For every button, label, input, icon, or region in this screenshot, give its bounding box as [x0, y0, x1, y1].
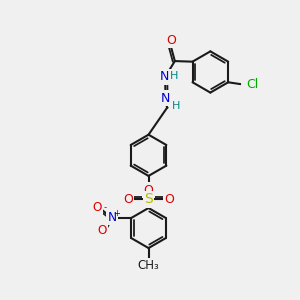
Text: O: O: [164, 193, 174, 206]
Text: O: O: [123, 193, 133, 206]
Text: N: N: [107, 211, 117, 224]
Text: H: H: [170, 70, 178, 80]
Text: +: +: [113, 208, 120, 217]
Text: N: N: [160, 70, 169, 83]
Text: O: O: [98, 224, 107, 237]
Text: Cl: Cl: [247, 78, 259, 92]
Text: O: O: [93, 201, 102, 214]
Text: S: S: [144, 193, 153, 206]
Text: O: O: [166, 34, 176, 47]
Text: H: H: [172, 101, 180, 111]
Text: CH₃: CH₃: [138, 259, 159, 272]
Text: O: O: [144, 184, 154, 196]
Text: N: N: [161, 92, 170, 105]
Text: -: -: [103, 203, 106, 212]
